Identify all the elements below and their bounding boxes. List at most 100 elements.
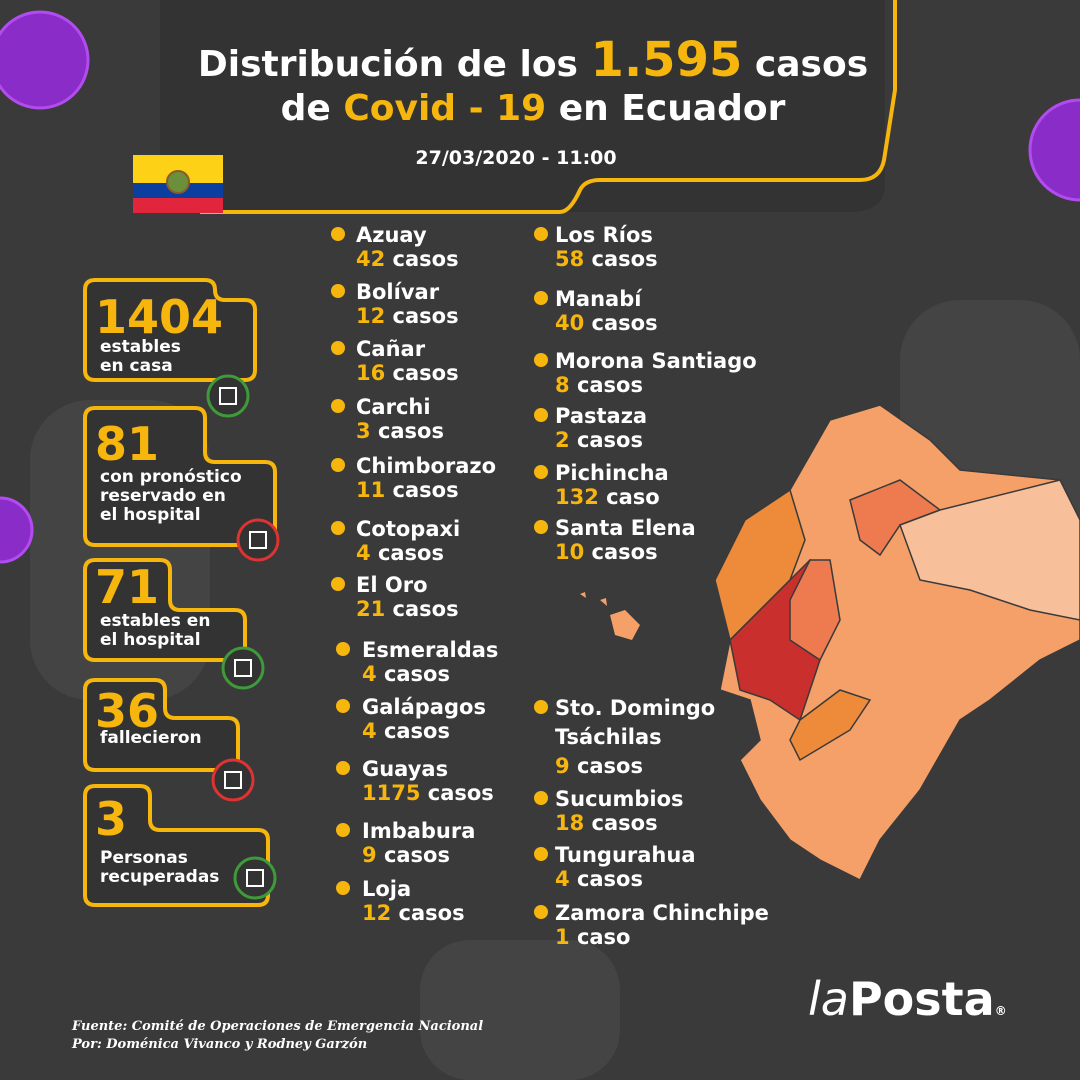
province-cases: 132 caso	[555, 485, 660, 509]
province-name: Pichincha	[555, 461, 669, 485]
stat-box	[83, 558, 247, 662]
stat-number: 1404	[95, 290, 223, 344]
stat-box	[83, 678, 240, 772]
stat-number: 81	[95, 417, 159, 471]
province-cases: 4 casos	[362, 719, 450, 743]
stat-label: recuperadas	[100, 867, 219, 887]
stat-box	[83, 406, 277, 547]
case-count: 16	[356, 361, 385, 385]
subtitle-text: de	[281, 88, 331, 129]
logo-prefix: la	[808, 972, 849, 1026]
province-cases: 4 casos	[362, 662, 450, 686]
province-name: Galápagos	[362, 695, 486, 719]
case-unit: casos	[384, 719, 450, 743]
stat-icon	[211, 758, 255, 802]
province-name: Tungurahua	[555, 843, 696, 867]
case-count: 1175	[362, 781, 420, 805]
stat-icon-glyph	[234, 659, 252, 677]
case-count: 4	[555, 867, 570, 891]
province-name: El Oro	[356, 573, 428, 597]
subtitle: de Covid - 19 en Ecuador	[281, 88, 786, 129]
subtitle-highlight: Covid - 19	[343, 88, 546, 129]
case-count: 10	[555, 540, 584, 564]
case-count: 4	[356, 541, 371, 565]
stat-label: con pronóstico	[100, 467, 242, 487]
province-cases: 3 casos	[356, 419, 444, 443]
bullet	[534, 465, 548, 479]
province-name: Guayas	[362, 757, 448, 781]
province-name: Bolívar	[356, 280, 440, 304]
authors: Por: Doménica Vivanco y Rodney Garzón	[71, 1037, 367, 1052]
logo-name: Posta	[849, 972, 995, 1026]
province-name: Tsáchilas	[555, 725, 662, 749]
bullet	[336, 823, 350, 837]
stat-box	[83, 784, 270, 907]
logo-mark: ®	[995, 1004, 1007, 1018]
province-cases: 12 casos	[362, 901, 465, 925]
case-unit: casos	[428, 781, 494, 805]
case-count: 2	[555, 428, 570, 452]
case-count: 4	[362, 719, 377, 743]
stat-label: en casa	[100, 356, 173, 376]
province-cases: 40 casos	[555, 311, 658, 335]
province-cases: 58 casos	[555, 247, 658, 271]
province-cases: 10 casos	[555, 540, 658, 564]
province-name: Morona Santiago	[555, 349, 757, 373]
bullet	[336, 881, 350, 895]
stat-number: 3	[95, 792, 127, 846]
case-unit: caso	[577, 925, 631, 949]
case-unit: casos	[393, 361, 459, 385]
virus-decoration	[0, 10, 1080, 564]
province-name: Chimborazo	[356, 454, 496, 478]
province-cases: 18 casos	[555, 811, 658, 835]
case-count: 11	[356, 478, 385, 502]
province-cases: 12 casos	[356, 304, 459, 328]
bullet	[331, 341, 345, 355]
stat-icon-glyph	[246, 869, 264, 887]
title-number: 1.595	[591, 32, 743, 88]
bullet	[534, 353, 548, 367]
province-name: Pastaza	[555, 404, 647, 428]
stat-box	[83, 278, 257, 382]
stat-label: fallecieron	[100, 728, 202, 748]
case-unit: casos	[399, 901, 465, 925]
bullet	[534, 700, 548, 714]
case-unit: casos	[592, 540, 658, 564]
bullet	[534, 791, 548, 805]
case-unit: casos	[577, 373, 643, 397]
case-unit: casos	[577, 754, 643, 778]
case-unit: caso	[606, 485, 660, 509]
province-cases: 9 casos	[555, 754, 643, 778]
bullet	[534, 291, 548, 305]
case-unit: casos	[384, 843, 450, 867]
stat-label: estables en	[100, 611, 210, 631]
case-unit: casos	[393, 304, 459, 328]
date: 27/03/2020 - 11:00	[415, 147, 616, 169]
province-name: Cotopaxi	[356, 517, 460, 541]
case-count: 40	[555, 311, 584, 335]
province-name: Cañar	[356, 337, 426, 361]
province-name: Esmeraldas	[362, 638, 498, 662]
case-unit: casos	[378, 419, 444, 443]
case-unit: casos	[384, 662, 450, 686]
case-unit: casos	[592, 247, 658, 271]
case-unit: casos	[577, 428, 643, 452]
province-name: Azuay	[356, 223, 427, 247]
province-cases: 4 casos	[555, 867, 643, 891]
province-name: Santa Elena	[555, 516, 696, 540]
stat-label: Personas	[100, 848, 188, 868]
province-cases: 21 casos	[356, 597, 459, 621]
title-text: casos	[755, 44, 868, 85]
province-cases: 2 casos	[555, 428, 643, 452]
bullet	[336, 699, 350, 713]
province-cases: 42 casos	[356, 247, 459, 271]
case-unit: casos	[393, 247, 459, 271]
flag	[133, 155, 223, 213]
province-cases: 1 caso	[555, 925, 630, 949]
case-unit: casos	[577, 867, 643, 891]
bullet	[331, 458, 345, 472]
case-unit: casos	[592, 811, 658, 835]
stat-label: el hospital	[100, 630, 201, 650]
case-count: 12	[356, 304, 385, 328]
